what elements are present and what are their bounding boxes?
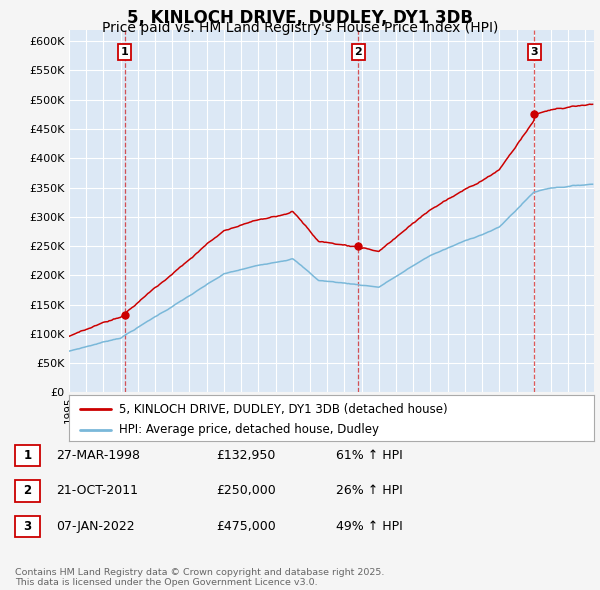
Text: 1: 1: [121, 47, 128, 57]
Text: 26% ↑ HPI: 26% ↑ HPI: [336, 484, 403, 497]
Text: 21-OCT-2011: 21-OCT-2011: [56, 484, 138, 497]
Text: £132,950: £132,950: [216, 449, 275, 462]
Text: 61% ↑ HPI: 61% ↑ HPI: [336, 449, 403, 462]
Text: 5, KINLOCH DRIVE, DUDLEY, DY1 3DB: 5, KINLOCH DRIVE, DUDLEY, DY1 3DB: [127, 9, 473, 28]
Text: 27-MAR-1998: 27-MAR-1998: [56, 449, 140, 462]
Text: 2: 2: [355, 47, 362, 57]
Text: 07-JAN-2022: 07-JAN-2022: [56, 520, 134, 533]
Text: 3: 3: [23, 520, 32, 533]
Text: 5, KINLOCH DRIVE, DUDLEY, DY1 3DB (detached house): 5, KINLOCH DRIVE, DUDLEY, DY1 3DB (detac…: [119, 402, 448, 415]
Text: 2: 2: [23, 484, 32, 497]
Text: Price paid vs. HM Land Registry's House Price Index (HPI): Price paid vs. HM Land Registry's House …: [102, 21, 498, 35]
Text: 49% ↑ HPI: 49% ↑ HPI: [336, 520, 403, 533]
Text: 3: 3: [530, 47, 538, 57]
Text: HPI: Average price, detached house, Dudley: HPI: Average price, detached house, Dudl…: [119, 423, 379, 437]
Text: Contains HM Land Registry data © Crown copyright and database right 2025.
This d: Contains HM Land Registry data © Crown c…: [15, 568, 385, 587]
Text: £250,000: £250,000: [216, 484, 276, 497]
Text: 1: 1: [23, 449, 32, 462]
Text: £475,000: £475,000: [216, 520, 276, 533]
